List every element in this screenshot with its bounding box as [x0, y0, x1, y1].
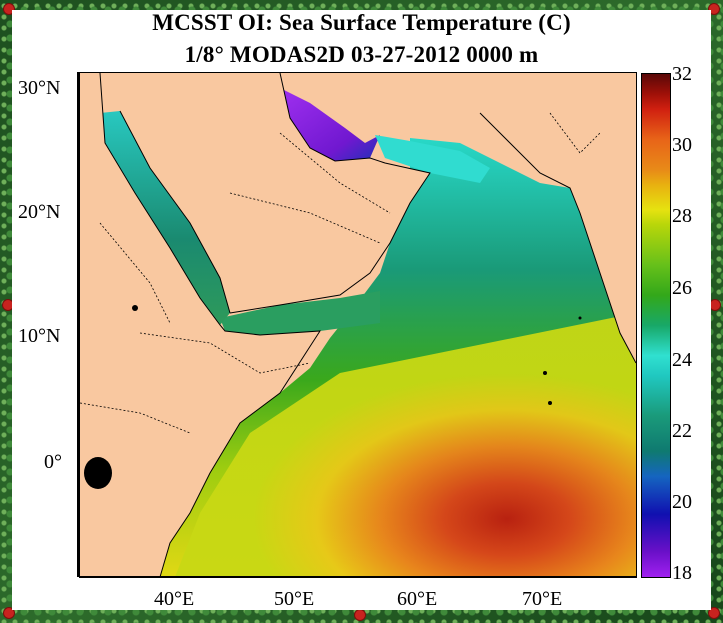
map-subtitle: 1/8° MODAS2D 03-27-2012 0000 m — [184, 42, 539, 67]
colorbar-tick-20: 20 — [672, 491, 692, 513]
berry-decoration — [710, 300, 720, 310]
lat-label-20n: 20°N — [18, 201, 61, 223]
sst-map-graphic — [80, 73, 636, 577]
berry-decoration — [4, 608, 14, 618]
temperature-colorbar — [641, 73, 671, 578]
colorbar-tick-18: 18 — [672, 562, 692, 584]
lon-label-50e: 50°E — [274, 588, 315, 610]
colorbar-tick-32: 32 — [672, 63, 692, 85]
berry-decoration — [709, 4, 719, 14]
colorbar-tick-28: 28 — [672, 205, 692, 227]
gulf-of-oman — [375, 135, 490, 183]
colorbar-tick-26: 26 — [672, 277, 692, 299]
y-axis-line — [77, 72, 79, 577]
colorbar-tick-22: 22 — [672, 420, 692, 442]
sst-map — [79, 72, 637, 578]
berry-decoration — [355, 610, 365, 620]
map-title: MCSST OI: Sea Surface Temperature (C) — [152, 10, 571, 35]
berry-decoration — [3, 300, 13, 310]
lon-label-60e: 60°E — [397, 588, 438, 610]
coastlines — [99, 73, 636, 577]
lat-label-30n: 30°N — [18, 77, 61, 99]
lat-label-equator: 0° — [44, 451, 62, 473]
colorbar-tick-30: 30 — [672, 134, 692, 156]
gulf-of-aden — [220, 291, 380, 335]
persian-gulf — [280, 88, 380, 161]
lon-label-70e: 70°E — [522, 588, 563, 610]
lat-label-10n: 10°N — [18, 325, 61, 347]
lon-label-40e: 40°E — [154, 588, 195, 610]
berry-decoration — [709, 608, 719, 618]
horn-of-africa — [80, 73, 320, 577]
arabian-peninsula — [120, 73, 430, 313]
islands — [84, 305, 582, 489]
equatorial-warm-region — [175, 313, 636, 577]
red-sea — [100, 111, 230, 325]
colorbar-tick-24: 24 — [672, 349, 692, 371]
country-borders — [80, 112, 601, 434]
indian-subcontinent — [480, 73, 636, 363]
berry-decoration — [4, 4, 14, 14]
x-axis-line — [79, 576, 636, 578]
